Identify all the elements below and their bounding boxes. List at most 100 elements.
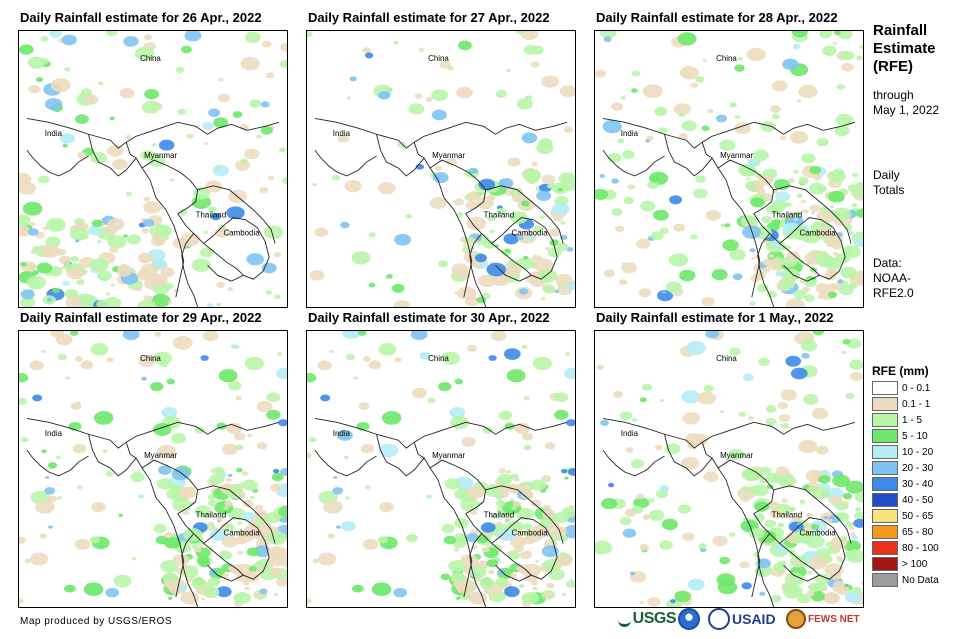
map-label-china: China <box>140 354 161 363</box>
map-label-thailand: Thailand <box>772 211 802 220</box>
rainfall-map: China India Myanmar Thailand Cambodia <box>594 330 864 608</box>
country-borders <box>26 417 280 607</box>
map-label-india: India <box>621 129 639 138</box>
map-label-cambodia: Cambodia <box>223 529 260 538</box>
map-label-india: India <box>621 429 639 438</box>
legend-swatch <box>872 557 898 571</box>
legend-label: 80 - 100 <box>902 542 939 554</box>
map-label-cambodia: Cambodia <box>799 229 836 238</box>
legend-swatch <box>872 541 898 555</box>
map-label-china: China <box>716 354 737 363</box>
usaid-logo: USAID <box>708 606 784 632</box>
map-label-india: India <box>45 429 63 438</box>
legend-swatch <box>872 509 898 523</box>
sidebar-data-source: Data: NOAA- RFE2.0 <box>873 256 914 300</box>
sidebar-daily-totals: Daily Totals <box>873 168 905 197</box>
legend-label: 65 - 80 <box>902 526 934 538</box>
map-label-india: India <box>333 129 351 138</box>
map-panel-3: Daily Rainfall estimate for 28 Apr., 202… <box>594 6 882 308</box>
legend-swatch <box>872 429 898 443</box>
map-label-thailand: Thailand <box>484 511 514 520</box>
legend-label: > 100 <box>902 558 928 570</box>
legend-item: 5 - 10 <box>872 428 962 444</box>
rainfall-field <box>307 31 575 307</box>
map-panel-1: Daily Rainfall estimate for 26 Apr., 202… <box>18 6 306 308</box>
panel-title: Daily Rainfall estimate for 1 May., 2022 <box>596 310 834 325</box>
noaa-emblem-icon <box>678 608 700 630</box>
legend-item: 40 - 50 <box>872 492 962 508</box>
legend-label: 5 - 10 <box>902 430 928 442</box>
map-label-cambodia: Cambodia <box>511 229 548 238</box>
map-label-myanmar: Myanmar <box>432 151 465 160</box>
sidebar-title: Rainfall Estimate (RFE) <box>873 22 936 75</box>
map-panel-2: Daily Rainfall estimate for 27 Apr., 202… <box>306 6 594 308</box>
fews-globe-icon <box>786 609 806 629</box>
legend-item: 1 - 5 <box>872 412 962 428</box>
map-label-thailand: Thailand <box>196 511 226 520</box>
rainfall-map: China India Myanmar Thailand Cambodia <box>306 30 576 308</box>
rainfall-field <box>19 331 287 607</box>
map-label-thailand: Thailand <box>772 511 802 520</box>
legend-item: 10 - 20 <box>872 444 962 460</box>
legend-label: 20 - 30 <box>902 462 934 474</box>
legend-label: 10 - 20 <box>902 446 934 458</box>
map-label-myanmar: Myanmar <box>720 151 753 160</box>
legend-swatch <box>872 381 898 395</box>
legend-label: 30 - 40 <box>902 478 934 490</box>
panel-title: Daily Rainfall estimate for 26 Apr., 202… <box>20 10 262 25</box>
legend-label: 0.1 - 1 <box>902 398 931 410</box>
rainfall-field <box>595 31 863 307</box>
rainfall-map: China India Myanmar Thailand Cambodia <box>18 30 288 308</box>
legend-label: 0 - 0.1 <box>902 382 931 394</box>
legend-item: 30 - 40 <box>872 476 962 492</box>
panel-title: Daily Rainfall estimate for 28 Apr., 202… <box>596 10 838 25</box>
agency-logos: USGS USAID FEWS NET <box>618 606 863 634</box>
map-label-myanmar: Myanmar <box>720 451 753 460</box>
legend-item: 65 - 80 <box>872 524 962 540</box>
map-panel-6: Daily Rainfall estimate for 1 May., 2022… <box>594 306 882 608</box>
map-label-india: India <box>45 129 63 138</box>
country-borders <box>602 417 856 607</box>
legend-swatch <box>872 445 898 459</box>
legend-title: RFE (mm) <box>872 364 929 378</box>
usaid-seal-icon <box>708 608 730 630</box>
country-borders <box>602 117 856 307</box>
country-borders <box>314 117 568 307</box>
legend-item: 0.1 - 1 <box>872 396 962 412</box>
legend-label: 50 - 65 <box>902 510 934 522</box>
country-borders <box>26 117 280 307</box>
rainfall-field <box>307 331 575 607</box>
panel-title: Daily Rainfall estimate for 30 Apr., 202… <box>308 310 550 325</box>
rfe-legend: RFE (mm) 0 - 0.1 0.1 - 1 1 - 5 5 - 10 10 - 2… <box>872 362 962 588</box>
legend-swatch <box>872 525 898 539</box>
rainfall-map: China India Myanmar Thailand Cambodia <box>306 330 576 608</box>
legend-item: 0 - 0.1 <box>872 380 962 396</box>
map-label-cambodia: Cambodia <box>799 529 836 538</box>
rainfall-map: China India Myanmar Thailand Cambodia <box>18 330 288 608</box>
rainfall-field <box>19 31 287 307</box>
legend-item: 50 - 65 <box>872 508 962 524</box>
fews-net-logo: FEWS NET <box>786 606 862 632</box>
map-label-china: China <box>428 54 449 63</box>
legend-swatch <box>872 477 898 491</box>
legend-item: 20 - 30 <box>872 460 962 476</box>
panel-title: Daily Rainfall estimate for 27 Apr., 202… <box>308 10 550 25</box>
legend-swatch <box>872 413 898 427</box>
legend-label: 40 - 50 <box>902 494 934 506</box>
usgs-logo: USGS <box>618 606 677 632</box>
map-label-india: India <box>333 429 351 438</box>
country-borders <box>314 417 568 607</box>
map-label-myanmar: Myanmar <box>432 451 465 460</box>
legend-label: No Data <box>902 574 939 586</box>
map-label-china: China <box>428 354 449 363</box>
rainfall-map: China India Myanmar Thailand Cambodia <box>594 30 864 308</box>
map-panel-4: Daily Rainfall estimate for 29 Apr., 202… <box>18 306 306 608</box>
legend-label: 1 - 5 <box>902 414 923 426</box>
credit-text: Map produced by USGS/EROS <box>20 616 173 627</box>
legend-swatch <box>872 397 898 411</box>
map-label-china: China <box>716 54 737 63</box>
map-label-thailand: Thailand <box>484 211 514 220</box>
map-label-myanmar: Myanmar <box>144 151 177 160</box>
legend-item: > 100 <box>872 556 962 572</box>
usgs-wave-icon <box>618 612 631 627</box>
